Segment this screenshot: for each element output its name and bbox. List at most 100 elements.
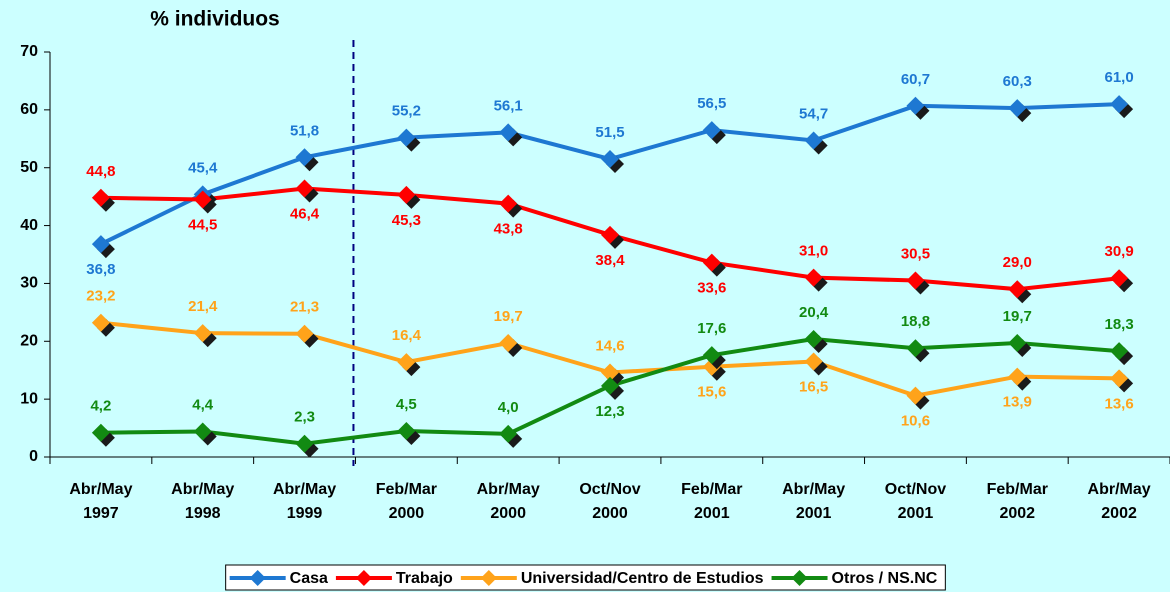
marker xyxy=(193,190,212,209)
marker xyxy=(906,96,925,115)
marker xyxy=(804,352,823,371)
marker xyxy=(1110,269,1129,288)
marker xyxy=(804,268,823,287)
legend-marker xyxy=(249,570,266,586)
marker xyxy=(906,339,925,358)
x-tick-label: Feb/Mar 2001 xyxy=(681,481,742,522)
marker xyxy=(295,434,314,453)
data-label: 55,2 xyxy=(392,103,421,120)
data-label: 18,3 xyxy=(1104,316,1133,333)
marker xyxy=(193,422,212,441)
y-tick-label: 20 xyxy=(20,333,38,350)
data-label: 60,7 xyxy=(901,71,930,88)
data-label: 17,6 xyxy=(697,320,726,337)
x-tick-label: Oct/Nov 2001 xyxy=(885,481,946,522)
data-label: 19,7 xyxy=(1003,308,1032,325)
marker xyxy=(91,235,110,254)
marker xyxy=(499,424,518,443)
data-label: 4,0 xyxy=(498,399,519,416)
marker xyxy=(601,225,619,244)
data-label: 21,3 xyxy=(290,299,319,316)
y-tick-label: 10 xyxy=(20,390,38,407)
data-label: 43,8 xyxy=(494,221,523,238)
marker xyxy=(804,329,823,348)
data-label: 31,0 xyxy=(799,243,828,260)
y-axis-title: % individuos xyxy=(150,8,280,31)
marker xyxy=(499,123,518,142)
marker xyxy=(1008,280,1027,299)
data-label: 16,5 xyxy=(799,379,828,396)
marker xyxy=(906,386,925,405)
marker xyxy=(1008,334,1027,353)
x-tick-label: Abr/May 1999 xyxy=(273,481,336,522)
marker xyxy=(702,121,721,140)
legend-label: Casa xyxy=(290,570,328,587)
data-label: 14,6 xyxy=(595,337,624,354)
marker xyxy=(906,271,925,290)
marker xyxy=(702,346,721,365)
data-label: 61,0 xyxy=(1104,69,1133,86)
data-label: 45,4 xyxy=(188,159,218,176)
marker xyxy=(1008,99,1027,118)
data-label: 2,3 xyxy=(294,409,315,426)
data-label: 51,5 xyxy=(595,124,624,141)
data-label: 18,8 xyxy=(901,313,930,330)
marker xyxy=(499,194,518,213)
x-tick-label: Abr/May 2002 xyxy=(1088,481,1151,522)
data-label: 33,6 xyxy=(697,280,726,297)
x-tick-label: Feb/Mar 2000 xyxy=(376,481,437,522)
legend-marker xyxy=(480,570,497,586)
x-tick-label: Abr/May 2000 xyxy=(477,481,540,522)
marker xyxy=(193,324,212,343)
x-tick-label: Abr/May 2001 xyxy=(782,481,845,522)
marker xyxy=(1110,95,1129,114)
legend-label: Otros / NS.NC xyxy=(832,570,938,587)
x-tick-label: Abr/May 1998 xyxy=(171,481,234,522)
data-label: 4,5 xyxy=(396,396,417,413)
marker xyxy=(499,334,518,353)
data-label: 56,1 xyxy=(494,97,523,114)
data-label: 51,8 xyxy=(290,122,319,139)
x-tick-label: Feb/Mar 2002 xyxy=(987,481,1048,522)
marker xyxy=(601,363,619,382)
marker xyxy=(601,376,619,395)
marker xyxy=(804,131,823,150)
data-label: 12,3 xyxy=(595,403,624,420)
data-label: 4,4 xyxy=(192,397,214,414)
data-label: 56,5 xyxy=(697,95,726,112)
data-label: 4,2 xyxy=(90,398,111,415)
marker xyxy=(397,353,416,372)
marker xyxy=(702,253,721,272)
y-tick-label: 60 xyxy=(20,101,38,118)
marker xyxy=(91,188,110,207)
data-label: 19,7 xyxy=(494,308,523,325)
marker xyxy=(397,421,416,440)
data-label: 13,6 xyxy=(1104,395,1133,412)
legend-label: Trabajo xyxy=(396,570,453,587)
y-tick-label: 0 xyxy=(29,448,38,465)
y-tick-label: 50 xyxy=(20,159,38,176)
x-tick-label: Abr/May 1997 xyxy=(69,481,132,522)
marker xyxy=(295,148,314,167)
data-label: 13,9 xyxy=(1003,394,1032,411)
marker xyxy=(91,313,110,332)
marker xyxy=(295,179,314,198)
marker xyxy=(601,150,619,169)
marker xyxy=(91,423,110,442)
data-label: 15,6 xyxy=(697,384,726,401)
legend-marker xyxy=(355,570,372,586)
marker xyxy=(295,324,314,343)
marker xyxy=(1110,369,1129,388)
y-tick-label: 30 xyxy=(20,275,38,292)
data-label: 60,3 xyxy=(1003,73,1032,90)
marker xyxy=(1110,342,1129,361)
data-label: 29,0 xyxy=(1003,254,1032,271)
marker xyxy=(397,185,416,204)
x-tick-label: Oct/Nov 2000 xyxy=(579,481,640,522)
data-label: 36,8 xyxy=(86,261,115,278)
marker xyxy=(1008,367,1027,386)
y-tick-label: 40 xyxy=(20,217,38,234)
marker xyxy=(397,128,416,147)
data-label: 54,7 xyxy=(799,105,828,122)
